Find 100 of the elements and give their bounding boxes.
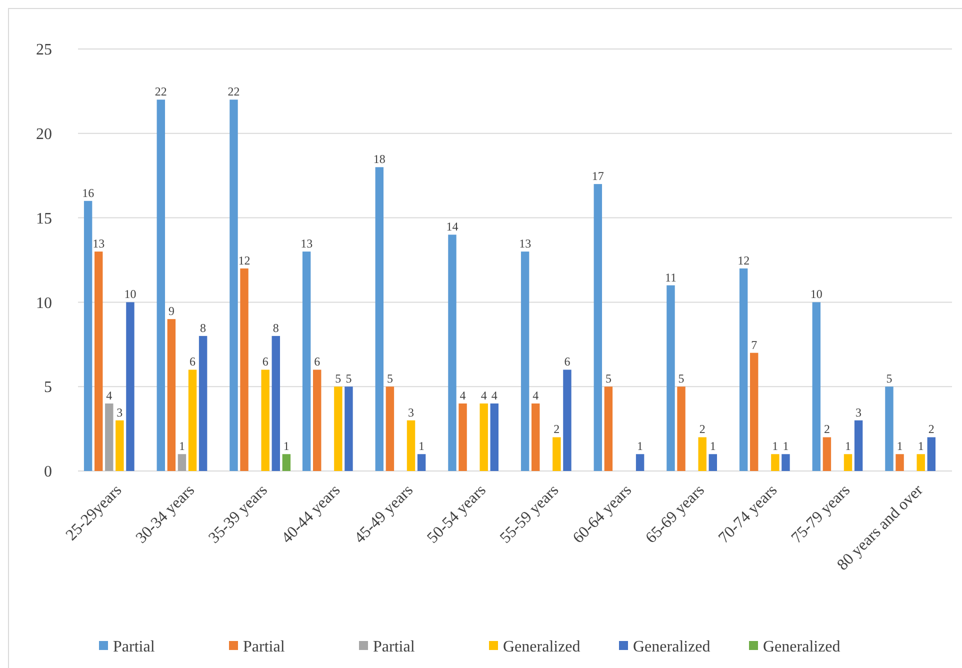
data-label: 6 <box>314 354 320 369</box>
data-label: 1 <box>710 439 716 454</box>
data-label: 12 <box>238 253 250 268</box>
bar <box>822 437 832 471</box>
bar <box>417 454 426 471</box>
bar <box>406 420 416 471</box>
bar <box>261 370 270 471</box>
data-label: 13 <box>92 236 105 251</box>
bar <box>520 252 530 471</box>
bar <box>334 386 342 471</box>
data-label: 14 <box>446 220 458 234</box>
bar <box>458 403 467 471</box>
data-label: 9 <box>168 304 174 318</box>
data-label: 17 <box>592 169 604 184</box>
y-tick-label: 0 <box>44 464 52 481</box>
bar <box>896 454 904 471</box>
bar <box>84 200 92 471</box>
bar <box>105 403 114 471</box>
bar <box>844 454 852 471</box>
bar <box>885 386 894 471</box>
data-label: 1 <box>845 439 852 454</box>
bar <box>771 454 780 471</box>
data-label: 1 <box>772 439 778 454</box>
data-label: 1 <box>918 439 924 454</box>
bar <box>313 370 322 471</box>
data-label: 6 <box>262 354 268 369</box>
data-label: 4 <box>532 388 539 402</box>
data-label: 6 <box>564 354 570 369</box>
data-label: 5 <box>605 372 612 386</box>
data-label: 8 <box>200 320 206 335</box>
data-label: 1 <box>896 439 903 454</box>
data-label: 1 <box>283 439 290 454</box>
data-label: 10 <box>810 287 822 302</box>
data-label: 13 <box>300 236 313 251</box>
y-tick-label: 20 <box>36 126 52 143</box>
bar <box>178 454 186 471</box>
data-label: 5 <box>386 372 393 386</box>
bar <box>490 403 498 471</box>
bar <box>344 386 353 471</box>
bar <box>812 302 821 471</box>
bar <box>927 437 936 471</box>
bar <box>916 454 925 471</box>
y-tick-label: 10 <box>36 294 52 312</box>
bar <box>594 184 602 471</box>
data-label: 2 <box>699 422 706 436</box>
bar <box>604 386 613 471</box>
bar <box>782 454 790 471</box>
data-label: 6 <box>190 354 196 369</box>
bar <box>188 370 197 471</box>
data-label: 4 <box>460 388 466 402</box>
bar <box>272 336 280 471</box>
legend-label: Generalized <box>763 638 840 656</box>
legend-label: Generalized <box>503 638 580 656</box>
data-label: 2 <box>928 422 934 436</box>
bar <box>375 167 384 471</box>
bar <box>677 386 686 471</box>
y-tick-label: 15 <box>36 210 52 228</box>
bar <box>126 302 134 471</box>
y-tick-label: 5 <box>44 379 52 396</box>
data-label: 5 <box>346 372 352 386</box>
bar <box>302 252 311 471</box>
y-tick-label: 25 <box>36 42 52 59</box>
legend-label: Partial <box>373 638 416 656</box>
data-label: 8 <box>272 320 279 335</box>
data-label: 10 <box>124 287 136 302</box>
bar <box>854 420 863 471</box>
data-label: 1 <box>418 439 425 454</box>
data-label: 22 <box>154 84 167 99</box>
bar <box>282 454 291 471</box>
data-label: 3 <box>856 405 862 420</box>
bar <box>386 386 394 471</box>
bar <box>116 420 124 471</box>
data-label: 5 <box>886 372 892 386</box>
bar <box>563 370 572 471</box>
data-label: 7 <box>751 338 758 352</box>
bar <box>532 403 540 471</box>
data-label: 1 <box>782 439 789 454</box>
data-label: 5 <box>335 372 342 386</box>
data-label: 2 <box>824 422 830 436</box>
data-label: 2 <box>554 422 560 436</box>
data-label: 4 <box>491 388 498 402</box>
legend-label: Partial <box>113 638 156 656</box>
bar <box>167 319 176 471</box>
data-label: 11 <box>664 270 677 284</box>
legend-label: Generalized <box>633 638 710 656</box>
bar <box>94 252 103 471</box>
bar <box>636 454 644 471</box>
bar <box>480 403 488 471</box>
data-label: 4 <box>106 388 112 402</box>
data-label: 1 <box>178 439 185 454</box>
data-label: 16 <box>82 186 94 200</box>
data-label: 22 <box>228 84 240 99</box>
bar <box>552 437 561 471</box>
data-label: 3 <box>408 405 414 420</box>
data-label: 1 <box>637 439 644 454</box>
bar <box>666 285 675 471</box>
bar <box>156 100 166 471</box>
bar <box>230 100 238 471</box>
bar <box>448 234 456 471</box>
data-label: 18 <box>373 152 386 166</box>
